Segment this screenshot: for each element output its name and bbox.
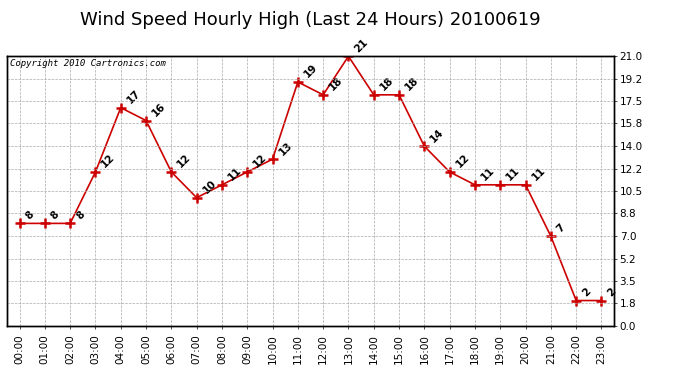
Text: 12: 12 xyxy=(99,153,117,170)
Text: 10: 10 xyxy=(201,178,218,195)
Text: 11: 11 xyxy=(530,165,547,183)
Text: 8: 8 xyxy=(23,209,36,221)
Text: 21: 21 xyxy=(353,37,370,54)
Text: 13: 13 xyxy=(277,140,294,157)
Text: 8: 8 xyxy=(49,209,61,221)
Text: 19: 19 xyxy=(302,63,319,80)
Text: 18: 18 xyxy=(327,75,344,93)
Text: 18: 18 xyxy=(378,75,395,93)
Text: 12: 12 xyxy=(251,153,268,170)
Text: 8: 8 xyxy=(75,209,86,221)
Text: 12: 12 xyxy=(175,153,193,170)
Text: 12: 12 xyxy=(454,153,471,170)
Text: 7: 7 xyxy=(555,222,567,234)
Text: 2: 2 xyxy=(580,286,593,298)
Text: Copyright 2010 Cartronics.com: Copyright 2010 Cartronics.com xyxy=(10,59,166,68)
Text: 11: 11 xyxy=(226,165,244,183)
Text: 18: 18 xyxy=(403,75,420,93)
Text: 11: 11 xyxy=(504,165,522,183)
Text: 14: 14 xyxy=(428,127,446,144)
Text: 2: 2 xyxy=(606,286,618,298)
Text: Wind Speed Hourly High (Last 24 Hours) 20100619: Wind Speed Hourly High (Last 24 Hours) 2… xyxy=(80,11,541,29)
Text: 16: 16 xyxy=(150,101,168,118)
Text: 17: 17 xyxy=(125,88,142,105)
Text: 11: 11 xyxy=(479,165,496,183)
